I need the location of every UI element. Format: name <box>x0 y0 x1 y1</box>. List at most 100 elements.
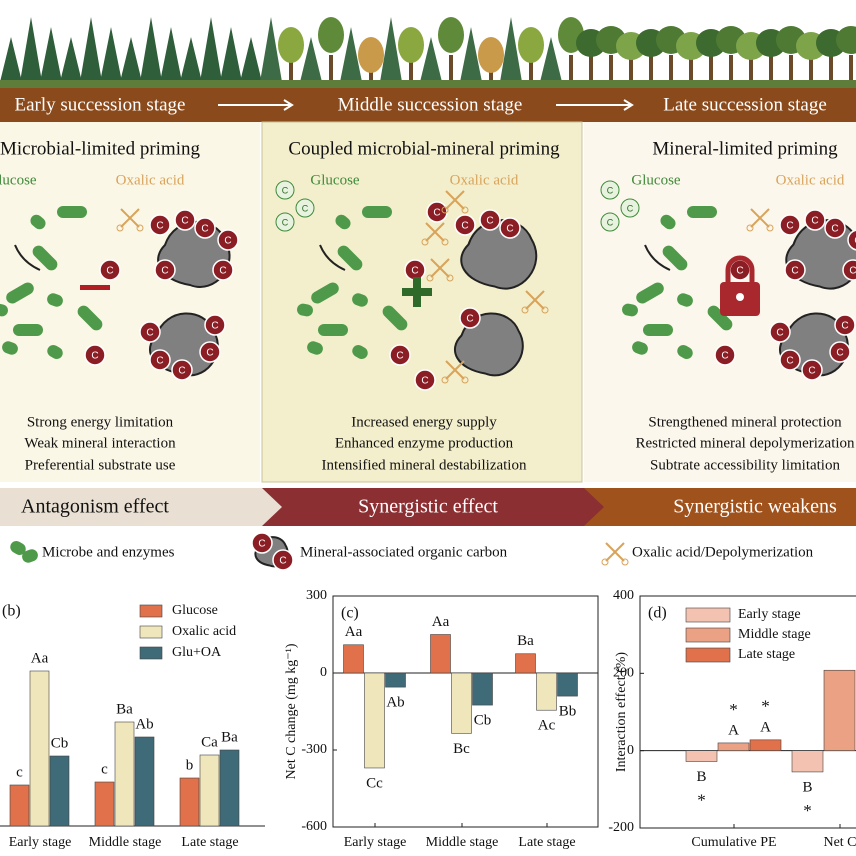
tree <box>358 37 384 73</box>
significance-letter: Aa <box>31 650 49 666</box>
tree <box>518 27 544 63</box>
glucose <box>620 198 640 218</box>
plot-frame <box>332 595 599 828</box>
carbon-letter: C <box>811 216 818 227</box>
significance-letter: Bb <box>559 704 577 720</box>
carbon <box>769 321 791 343</box>
legend-label: Late stage <box>738 647 795 662</box>
microbe <box>2 341 18 355</box>
significance-letter: B <box>696 769 706 785</box>
legend-swatch <box>139 646 163 660</box>
y-axis-label: Interaction effect (%) <box>614 652 629 773</box>
tree <box>240 37 262 82</box>
flow-arrow <box>14 244 41 271</box>
scissor <box>750 208 770 228</box>
carbon-letter: C <box>201 224 208 235</box>
microbe <box>0 303 8 317</box>
significance-letter: Ba <box>221 729 238 745</box>
panel-label: (c) <box>341 605 359 622</box>
carbon-letter: C <box>106 266 113 277</box>
minus-sign <box>80 285 110 290</box>
significance-letter: c <box>16 764 23 780</box>
microbe <box>352 345 368 359</box>
microbe <box>32 245 58 271</box>
tree <box>478 37 504 73</box>
microbe <box>10 541 26 555</box>
tree <box>836 26 856 54</box>
significance-star: * <box>761 697 770 716</box>
effect-arrow <box>0 488 285 526</box>
significance-star: * <box>697 790 706 809</box>
trunk <box>569 55 573 82</box>
flow-arrow <box>644 244 671 271</box>
glucose <box>275 212 295 232</box>
carbon-letter: C <box>178 366 185 377</box>
legend-label: Glu+OA <box>172 645 222 660</box>
scissor-ring <box>461 376 469 384</box>
bar <box>9 784 30 827</box>
tree <box>40 27 62 82</box>
carbon-letter: C <box>791 266 798 277</box>
glucose-letter: C <box>627 203 634 213</box>
tree <box>438 17 464 53</box>
microbe <box>77 305 103 331</box>
trunk <box>649 55 653 82</box>
lock-shackle <box>725 255 755 282</box>
glucose-label: Glucose <box>310 172 359 188</box>
trunk <box>749 55 753 82</box>
carbon <box>834 314 856 336</box>
scissor-ring <box>421 238 429 246</box>
flow-arrow <box>319 244 346 271</box>
trunk <box>629 55 633 82</box>
scissor-ring <box>441 376 449 384</box>
carbon-letter: C <box>433 208 440 219</box>
x-tick-label: Late stage <box>181 835 238 850</box>
carbon <box>804 209 826 231</box>
trunk <box>769 55 773 82</box>
bar <box>364 672 385 769</box>
panel-line: Preferential substrate use <box>25 457 176 473</box>
panel-title: Mineral-limited priming <box>652 138 838 159</box>
y-tick-label: 0 <box>627 743 634 758</box>
microbe <box>687 206 717 218</box>
microbe <box>30 214 46 230</box>
scissor-ring <box>136 224 144 232</box>
carbon <box>714 344 736 366</box>
legend-label: Microbe and enzymes <box>42 544 175 560</box>
significance-letter: Ba <box>116 701 133 717</box>
trunk <box>589 55 593 82</box>
glucose <box>600 180 620 200</box>
carbon <box>779 349 801 371</box>
tree <box>278 27 304 63</box>
carbon <box>784 259 806 281</box>
carbon <box>389 344 411 366</box>
glucose <box>275 180 295 200</box>
carbon <box>801 359 823 381</box>
significance-letter: Cb <box>51 735 69 751</box>
carbon <box>829 341 851 363</box>
microbe <box>318 324 348 336</box>
tree <box>80 17 102 82</box>
carbon-letter: C <box>736 266 743 277</box>
carbon-letter: C <box>466 314 473 325</box>
y-tick-label: -200 <box>608 820 634 835</box>
tree <box>60 37 82 82</box>
bar <box>685 750 718 762</box>
scissor-ring <box>461 206 469 214</box>
tree <box>460 27 482 82</box>
tree <box>140 17 162 82</box>
trunk <box>529 55 533 82</box>
carbon <box>149 214 171 236</box>
tree <box>100 27 122 82</box>
carbon-letter: C <box>211 321 218 332</box>
tree <box>0 37 22 82</box>
tree <box>220 27 242 82</box>
stage-banner <box>0 88 856 122</box>
carbon <box>212 259 234 281</box>
trunk <box>409 55 413 82</box>
carbon <box>171 359 193 381</box>
carbon <box>204 314 226 336</box>
y-tick-label: 400 <box>613 588 634 603</box>
